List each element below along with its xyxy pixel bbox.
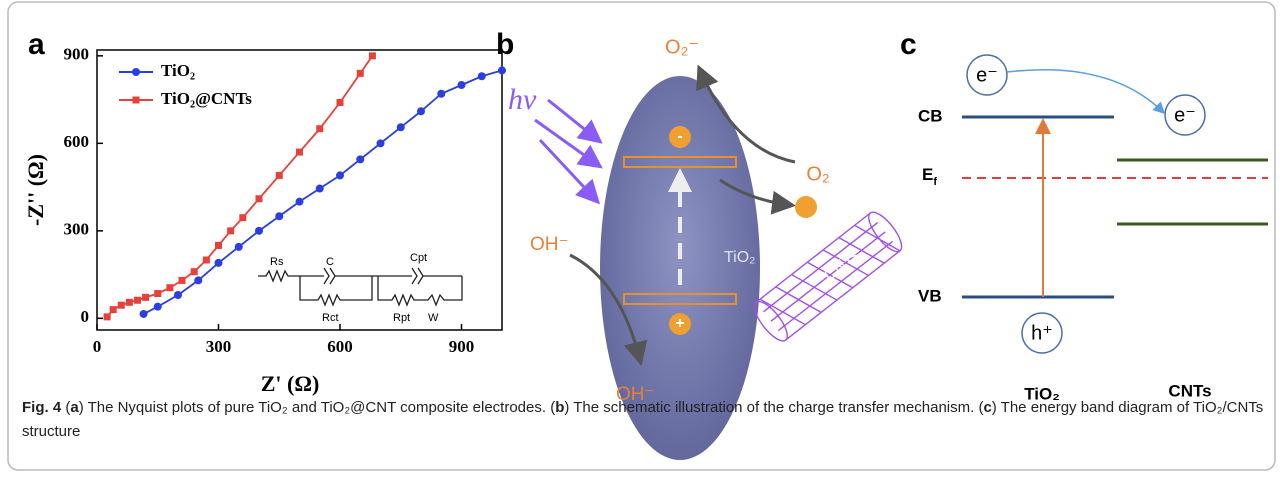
circuit-label: C <box>326 256 334 268</box>
hole-label: h⁺ <box>1031 322 1053 344</box>
data-point <box>255 227 263 235</box>
legend-label: TiO₂ <box>161 61 195 80</box>
circuit-label: W <box>428 312 439 324</box>
oxygen-label: O₂ <box>806 163 829 185</box>
x-tick-label: 0 <box>93 337 102 356</box>
circuit-label: Rs <box>270 256 284 268</box>
data-point <box>227 227 234 234</box>
y-tick-label: 0 <box>81 307 90 326</box>
cb-label: CB <box>918 106 943 125</box>
data-point <box>215 242 222 249</box>
data-point <box>110 306 117 313</box>
data-point <box>417 107 425 115</box>
data-point <box>356 155 364 163</box>
data-point <box>276 172 283 179</box>
electron-transfer-arrow <box>1007 70 1163 112</box>
data-point <box>179 277 186 284</box>
figure-page: a b c Z' (Ω) -Z'' (Ω) 0 300 600 900 0 300 600 9… <box>0 0 1284 488</box>
data-point <box>357 70 364 77</box>
legend-marker <box>133 97 140 104</box>
caption-text: ) The Nyquist plots of pure TiO₂ and TiO… <box>79 399 556 416</box>
light-label: hν <box>508 83 537 116</box>
data-point <box>191 268 198 275</box>
x-tick-label: 900 <box>449 337 475 356</box>
light-arrows <box>535 100 598 200</box>
hole-sign: + <box>675 315 684 332</box>
panel-label: b <box>496 28 514 61</box>
data-point <box>140 310 148 318</box>
x-tick-label: 600 <box>327 337 353 356</box>
legend-marker <box>132 68 140 76</box>
data-point <box>215 259 223 267</box>
caption-text: a <box>70 399 78 416</box>
data-point <box>126 299 133 306</box>
data-point <box>104 313 111 320</box>
data-point <box>235 243 243 251</box>
data-point <box>203 257 210 264</box>
data-point <box>337 99 344 106</box>
legend-label: TiO₂@CNTs <box>161 89 252 108</box>
electron-ball <box>795 196 817 218</box>
x-tick-label: 300 <box>206 337 232 356</box>
data-point <box>498 66 506 74</box>
data-point <box>458 81 466 89</box>
hydroxide-in-label: OH⁻ <box>530 234 569 255</box>
data-point <box>118 302 125 309</box>
y-axis-label: -Z'' (Ω) <box>23 154 48 226</box>
data-point <box>134 297 141 304</box>
caption-text: ( <box>61 399 70 416</box>
caption-text: Fig. 4 <box>22 399 61 416</box>
data-point <box>296 198 304 206</box>
tio2-label: TiO₂ <box>724 249 755 266</box>
circuit-label: Rpt <box>393 312 410 324</box>
data-point <box>316 185 324 193</box>
electron-label: e⁻ <box>976 64 998 86</box>
superoxide-label: O₂⁻ <box>665 36 699 58</box>
data-point <box>154 303 162 311</box>
data-point <box>154 290 161 297</box>
circuit-label: Rct <box>322 312 339 324</box>
circuit-label: Cpt <box>410 252 427 264</box>
y-tick-label: 300 <box>64 220 90 239</box>
carbon-nanotube: CNTs <box>749 207 907 345</box>
fermi-label: Ef <box>922 165 937 187</box>
data-point <box>478 72 486 80</box>
data-point <box>142 294 149 301</box>
data-point <box>336 171 344 179</box>
data-point <box>166 284 173 291</box>
data-point <box>194 276 202 284</box>
data-point <box>239 214 246 221</box>
fermi-symbol: E <box>922 165 933 184</box>
data-point <box>256 195 263 202</box>
data-point <box>397 123 405 131</box>
plot-area: 0 300 600 900 0 300 600 900 TiO₂ TiO₂@CNTs <box>64 45 507 356</box>
circuit-inset <box>258 268 462 305</box>
caption-text: b <box>555 399 564 416</box>
data-point <box>296 149 303 156</box>
y-tick-label: 900 <box>64 45 90 64</box>
data-point <box>437 90 445 98</box>
caption-text: c <box>983 399 991 416</box>
figure-caption: Fig. 4 (a) The Nyquist plots of pure TiO… <box>22 396 1266 444</box>
data-point <box>174 291 182 299</box>
caption-text: ) The schematic illustration of the char… <box>564 399 983 416</box>
data-point <box>316 125 323 132</box>
electron-label: e⁻ <box>1174 104 1196 126</box>
vb-label: VB <box>918 286 942 305</box>
fermi-subscript: f <box>933 176 937 188</box>
panel-label: a <box>28 28 45 61</box>
y-tick-label: 600 <box>64 132 90 151</box>
data-point <box>275 212 283 220</box>
data-point <box>377 139 385 147</box>
x-axis-label: Z' (Ω) <box>261 371 320 396</box>
panel-label: c <box>900 28 917 61</box>
electron-sign: - <box>677 128 682 145</box>
data-point <box>369 52 376 59</box>
